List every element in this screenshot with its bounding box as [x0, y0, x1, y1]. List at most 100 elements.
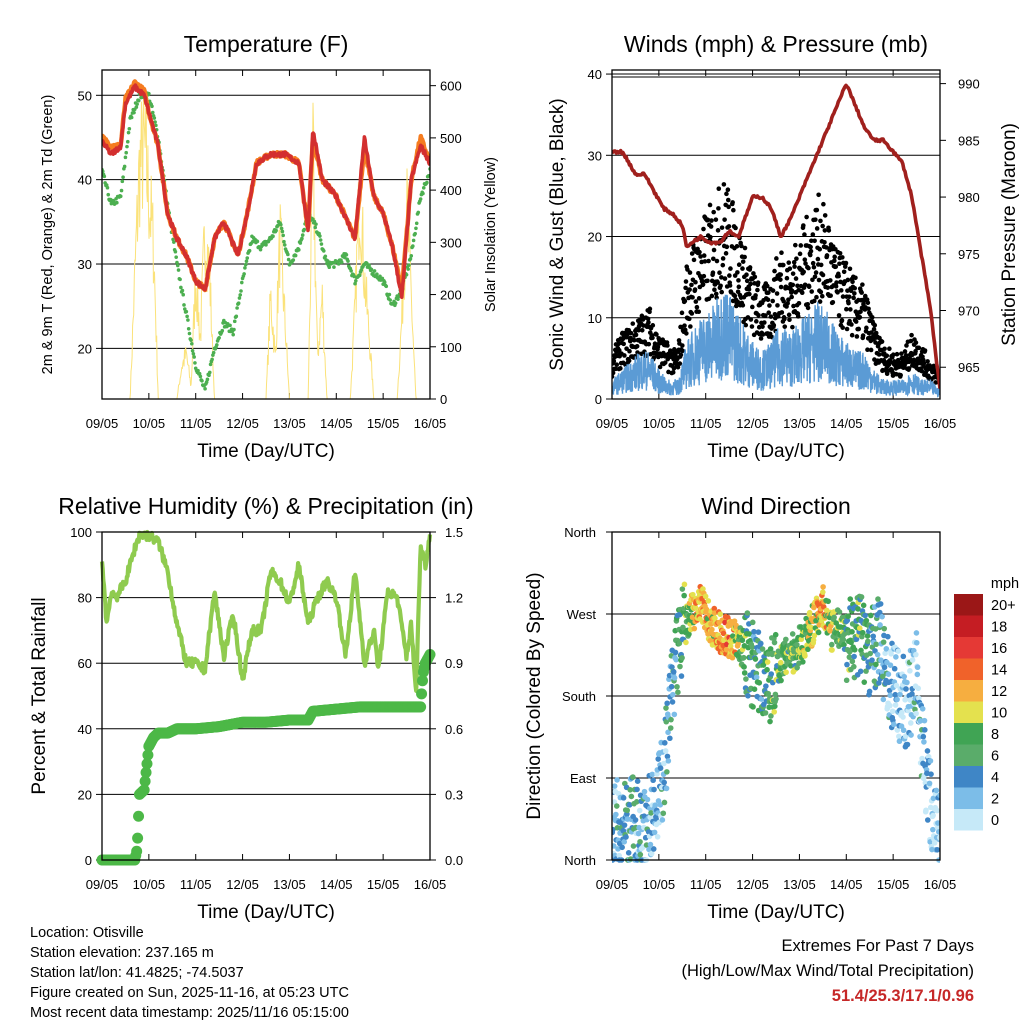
gust-point	[822, 239, 827, 245]
direction-point	[879, 673, 886, 680]
gust-point	[677, 361, 683, 366]
gust-point	[857, 314, 863, 320]
dir-ytick-label: West	[567, 607, 597, 622]
gust-point	[683, 279, 689, 284]
direction-point	[653, 816, 659, 822]
gust-point	[691, 257, 697, 263]
panel3-xlabel: Time (Day/UTC)	[197, 902, 335, 923]
dewpoint-point	[369, 267, 374, 272]
direction-point	[783, 636, 789, 643]
dewpoint-point	[179, 285, 183, 290]
direction-point	[669, 699, 676, 705]
direction-point	[881, 664, 888, 671]
gust-point	[631, 337, 637, 343]
gust-point	[727, 283, 733, 288]
solar-ytick-label: 100	[440, 340, 462, 355]
direction-point	[873, 641, 879, 648]
direction-point	[692, 604, 699, 611]
gust-point	[852, 285, 858, 291]
gust-point	[807, 252, 813, 258]
direction-point	[798, 636, 805, 643]
dewpoint-point	[372, 269, 377, 273]
rh-ytick-label: 80	[78, 591, 92, 606]
gust-point	[796, 300, 802, 306]
gust-point	[770, 298, 776, 304]
gust-point	[708, 234, 713, 240]
gust-point	[682, 298, 688, 304]
rh-frame	[101, 531, 431, 861]
gust-point	[668, 348, 673, 353]
dewpoint-point	[354, 279, 358, 283]
direction-point	[729, 633, 736, 639]
gust-point	[871, 326, 877, 332]
direction-point	[651, 786, 657, 793]
panel3-title: Relative Humidity (%) & Precipitation (i…	[58, 493, 473, 519]
dewpoint-point	[280, 229, 285, 234]
gust-point	[712, 287, 717, 293]
direction-point	[759, 646, 766, 652]
dewpoint-point	[382, 280, 387, 285]
dewpoint-point	[243, 262, 248, 267]
gust-point	[833, 264, 839, 269]
direction-point	[772, 703, 778, 710]
direction-point	[880, 696, 887, 703]
gust-point	[646, 320, 651, 325]
dewpoint-point	[255, 239, 260, 244]
direction-point	[864, 633, 871, 639]
direction-point	[702, 593, 709, 600]
direction-point	[876, 609, 883, 616]
gust-point	[906, 366, 912, 371]
direction-point	[771, 639, 778, 646]
dir-frame	[611, 531, 941, 861]
dewpoint-point	[300, 233, 305, 237]
direction-point	[750, 704, 756, 710]
direction-point	[868, 612, 874, 619]
gust-point	[838, 288, 844, 293]
dewpoint-point	[258, 247, 263, 252]
dewpoint-point	[271, 234, 275, 239]
gust-point	[718, 283, 723, 289]
direction-point	[913, 639, 920, 646]
gust-point	[823, 245, 829, 250]
gust-point	[828, 293, 833, 298]
panel2-xtick-label: 09/05	[596, 416, 629, 431]
dewpoint-point	[228, 323, 232, 328]
gust-point	[740, 302, 746, 308]
rh-ylabel: Percent & Total Rainfall	[29, 597, 50, 794]
direction-point	[920, 733, 927, 740]
direction-point	[903, 686, 909, 692]
direction-point	[751, 686, 758, 693]
gust-point	[865, 347, 870, 353]
rain-ytick-label: 0.9	[445, 656, 463, 671]
direction-point	[661, 740, 668, 746]
direction-point	[926, 780, 933, 787]
gust-point	[802, 257, 808, 262]
panel2-xtick-label: 10/05	[643, 416, 676, 431]
direction-point	[907, 720, 914, 726]
gust-point	[743, 322, 749, 328]
dewpoint-point	[217, 335, 221, 340]
gust-point	[705, 278, 710, 284]
station-elevation: Station elevation: 237.165 m	[30, 945, 214, 961]
gust-point	[795, 314, 801, 319]
direction-point	[927, 758, 934, 764]
gust-point	[786, 297, 791, 302]
direction-point	[712, 615, 718, 622]
direction-point	[893, 654, 899, 660]
direction-point	[857, 668, 864, 675]
gust-point	[740, 266, 745, 271]
panel3-xtick-label: 16/05	[414, 877, 447, 892]
direction-point	[662, 748, 669, 754]
dewpoint-point	[134, 105, 139, 109]
gust-point	[903, 353, 909, 358]
direction-point	[651, 829, 658, 836]
pressure-ylabel: Station Pressure (Maroon)	[999, 123, 1020, 346]
dewpoint-point	[152, 116, 157, 120]
gust-point	[707, 202, 713, 208]
gust-point	[696, 296, 702, 301]
direction-point	[626, 802, 633, 808]
gust-point	[805, 305, 811, 311]
rain-point	[140, 767, 152, 779]
dewpoint-point	[286, 252, 290, 257]
gust-point	[622, 353, 627, 358]
